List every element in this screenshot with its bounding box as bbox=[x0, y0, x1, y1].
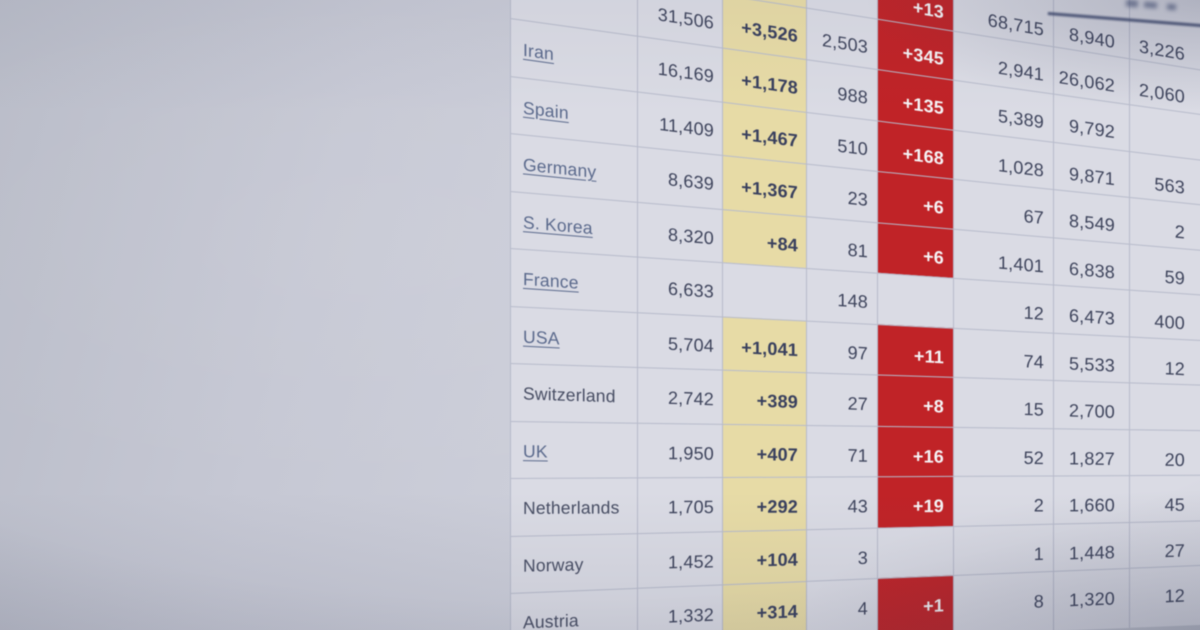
header-text-smudge bbox=[1166, 3, 1177, 11]
header-text-smudge bbox=[1125, 0, 1139, 8]
table-row-switzerland: Switzerland 2,742 +389 27 +8 15 2,700 bbox=[510, 363, 1200, 446]
country-link[interactable]: USA bbox=[510, 305, 638, 372]
country-link[interactable]: Netherlands bbox=[510, 477, 638, 538]
table-row-france: France 6,633 148 12 6,473 400 bbox=[510, 248, 1200, 356]
cell-total: 1,705 bbox=[638, 477, 723, 538]
table-row-uk: UK 1,950 +407 71 +16 52 1,827 20 bbox=[510, 420, 1200, 490]
cell-new-cases: +407 bbox=[723, 423, 807, 485]
cell-new-cases: +314 bbox=[723, 580, 807, 630]
statistics-table: +13 68,715 8,940 3,226 31,506 +3,526 2,503 +345… bbox=[510, 0, 1200, 630]
table-row-austria: Austria 1,332 +314 4 +1 8 1,320 12 bbox=[510, 564, 1200, 630]
country-link[interactable]: Norway bbox=[510, 532, 638, 596]
table-row-iran: Iran 16,169 +1,178 988 +135 5,389 9,792 bbox=[510, 18, 1200, 176]
cell-deaths: 4 bbox=[807, 578, 878, 630]
table-row-spain: Spain 11,409 +1,467 510 +168 1,028 9,871 563 bbox=[510, 75, 1200, 221]
country-link[interactable]: Switzerland bbox=[510, 363, 638, 428]
table-row-germany: Germany 8,639 +1,367 23 +6 67 8,549 2 bbox=[510, 133, 1200, 266]
cell-total: 1,452 bbox=[638, 530, 723, 593]
table-row-s-korea: S. Korea 8,320 +84 81 +6 1,401 6,838 59 bbox=[510, 190, 1200, 311]
cell-new-cases: +292 bbox=[723, 476, 807, 537]
country-link[interactable]: Austria bbox=[510, 587, 638, 630]
cell-total: 1,950 bbox=[638, 422, 723, 484]
cell-active: 1,320 bbox=[1054, 567, 1130, 630]
table-row-usa: USA 5,704 +1,041 97 +11 74 5,533 12 bbox=[510, 305, 1200, 401]
cell-new-deaths: +1 bbox=[878, 574, 954, 630]
cell-serious: 12 bbox=[1130, 564, 1200, 628]
header-text-smudge bbox=[1143, 1, 1158, 9]
cell-recovered: 8 bbox=[954, 570, 1054, 630]
cell-total: 1,332 bbox=[638, 584, 723, 630]
country-link[interactable]: UK bbox=[510, 420, 638, 483]
